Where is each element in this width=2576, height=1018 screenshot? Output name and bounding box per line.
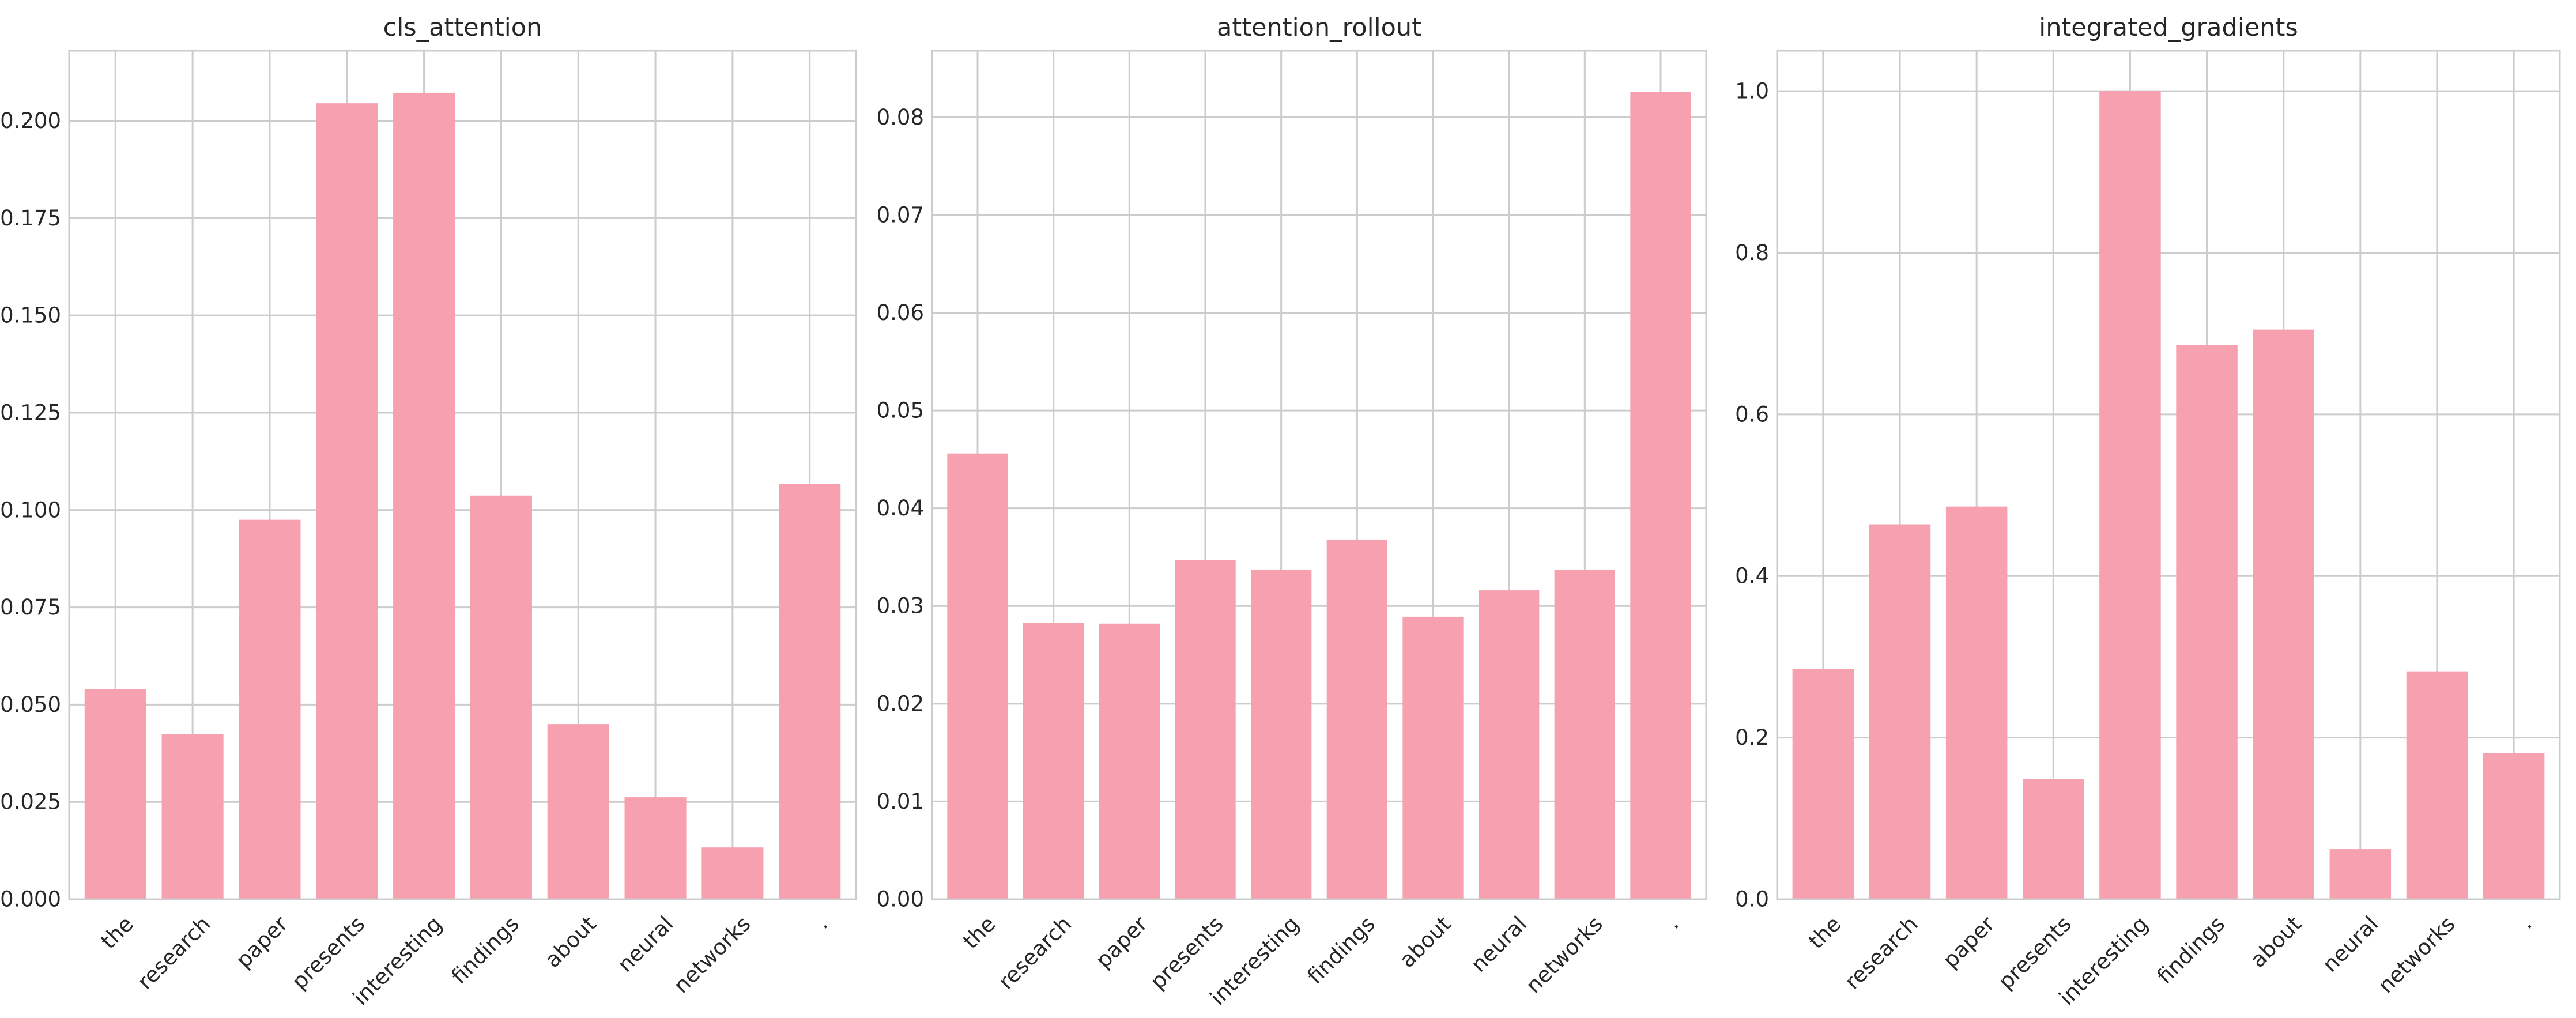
bar-neural (2329, 849, 2392, 899)
bar-the (947, 453, 1008, 899)
x-tick-label: . (2514, 911, 2537, 934)
x-tick-label: findings (447, 911, 524, 989)
x-tick-label: paper (1938, 911, 2000, 973)
x-tick-label: research (133, 911, 216, 994)
bar-presents (316, 103, 378, 899)
y-tick-label: 0.04 (877, 496, 924, 521)
y-tick-label: 0.2 (1735, 725, 1769, 750)
y-tick-label: 1.0 (1735, 79, 1769, 104)
x-tick-label: about (2245, 911, 2306, 972)
bar-interesting (393, 92, 455, 899)
bar-findings (1326, 539, 1387, 899)
chart-panel-1: 0.000 0.025 0.050 0.075 0.100 0.125 0.150 0.175… (0, 13, 857, 1010)
bar-about (547, 724, 609, 899)
x-tick-label: neural (1466, 911, 1532, 977)
axes-frame (1776, 50, 2561, 900)
x-tick-label: paper (231, 911, 293, 973)
y-tick-label: 0.150 (0, 303, 61, 328)
axes-frame (68, 50, 857, 900)
bar- (2483, 753, 2545, 899)
x-tick-label: the (96, 911, 138, 953)
x-tick-label: neural (613, 911, 678, 977)
y-tick-label: 0.050 (0, 692, 61, 717)
y-tick-label: 0.025 (0, 790, 61, 815)
bar-about (2253, 329, 2314, 899)
y-tick-label: 0.000 (0, 887, 61, 912)
y-tick-label: 0.0 (1735, 887, 1769, 912)
y-tick-label: 0.00 (877, 887, 924, 912)
x-tick-label: findings (1303, 911, 1380, 989)
x-tick-label: . (1661, 911, 1684, 934)
bar-the (1792, 669, 1854, 899)
y-tick-label: 0.05 (877, 398, 924, 423)
y-tick-label: 0.200 (0, 108, 61, 133)
chart-title: integrated_gradients (2039, 13, 2298, 42)
x-tick-label: about (1395, 911, 1456, 972)
bar-about (1402, 616, 1464, 899)
bar-paper (1099, 623, 1160, 899)
x-tick-label: paper (1091, 911, 1152, 973)
y-tick-label: 0.01 (877, 789, 924, 814)
x-tick-label: networks (1521, 911, 1608, 998)
y-tick-label: 0.175 (0, 206, 61, 231)
x-tick-label: research (1840, 911, 1923, 994)
x-tick-label: the (958, 911, 1000, 953)
x-tick-label: research (994, 911, 1077, 994)
x-tick-label: findings (2152, 911, 2230, 989)
bar-neural (1479, 590, 1540, 899)
bar-paper (1945, 506, 2008, 899)
bar-research (1023, 623, 1084, 899)
x-tick-label: . (810, 911, 833, 934)
x-tick-label: about (540, 911, 601, 972)
y-tick-label: 0.08 (877, 105, 924, 130)
x-tick-label: networks (2373, 911, 2460, 998)
bar-the (84, 689, 146, 899)
y-tick-label: 0.07 (877, 202, 924, 227)
y-tick-label: 0.100 (0, 497, 61, 522)
bar- (779, 484, 841, 899)
chart-title: cls_attention (383, 13, 542, 42)
chart-title: attention_rollout (1217, 13, 1421, 42)
y-tick-label: 0.02 (877, 691, 924, 716)
bar-research (161, 734, 224, 899)
bar-findings (2176, 345, 2238, 899)
axes-frame (931, 50, 1707, 900)
y-tick-label: 0.4 (1735, 564, 1769, 589)
bar-presents (2023, 779, 2084, 899)
y-tick-label: 0.8 (1735, 240, 1769, 265)
bar-networks (1554, 570, 1615, 899)
x-tick-label: the (1804, 911, 1846, 953)
y-tick-label: 0.06 (877, 300, 924, 325)
bar- (1630, 92, 1691, 899)
bar-presents (1175, 560, 1236, 899)
x-tick-label: networks (669, 911, 755, 998)
bar-paper (239, 519, 301, 899)
x-tick-label: neural (2318, 911, 2383, 977)
y-tick-label: 0.6 (1735, 402, 1769, 427)
chart-panel-2: 0.00 0.01 0.02 0.03 0.04 0.05 0.06 0.07 0.08 ther… (877, 13, 1707, 1010)
y-tick-label: 0.075 (0, 595, 61, 620)
bar-interesting (2099, 91, 2161, 900)
bar-interesting (1251, 570, 1312, 899)
y-tick-label: 0.03 (877, 594, 924, 619)
bar-networks (701, 847, 764, 899)
x-tick-label: presents (287, 911, 369, 994)
bar-research (1869, 524, 1931, 899)
bar-findings (470, 495, 532, 899)
bar-networks (2406, 671, 2468, 899)
y-tick-label: 0.125 (0, 400, 61, 425)
x-tick-label: presents (1993, 911, 2076, 994)
bar-neural (624, 797, 687, 899)
